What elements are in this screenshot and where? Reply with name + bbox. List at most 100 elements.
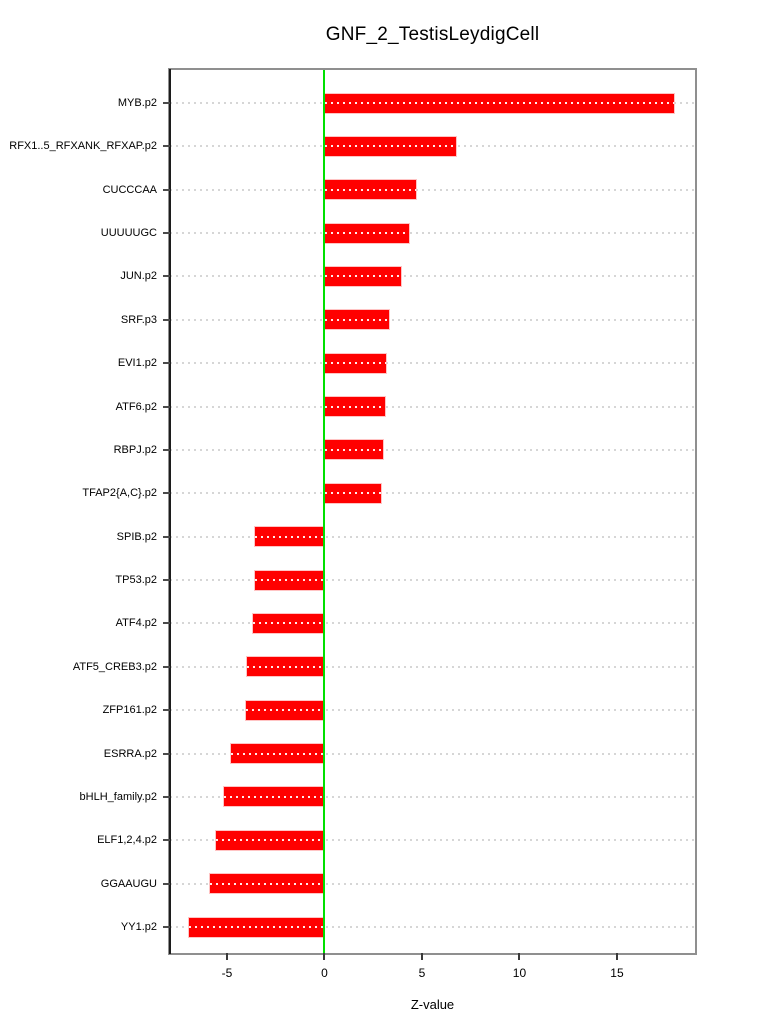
gridline <box>170 405 695 408</box>
y-tick <box>163 448 170 451</box>
y-axis-category-label: JUN.p2 <box>120 270 157 283</box>
bar-dotted-line <box>325 318 389 321</box>
bar-dotted-line <box>325 188 417 191</box>
gridline <box>170 882 695 885</box>
bar-dotted-line <box>325 102 675 104</box>
bar-dotted-line <box>325 405 385 408</box>
y-tick <box>163 795 170 798</box>
bar-dotted-line <box>216 839 324 842</box>
bar-dotted-line <box>325 362 386 365</box>
bar-dotted-line <box>188 926 324 929</box>
gridline <box>170 839 695 842</box>
y-axis-category-label: EVI1.p2 <box>117 357 157 370</box>
bar-dotted-line <box>246 709 324 712</box>
y-axis-category-label: CUCCCAA <box>102 183 157 196</box>
y-tick <box>163 926 170 929</box>
y-tick <box>163 232 170 235</box>
y-tick <box>163 405 170 408</box>
plot-panel-border <box>168 68 697 955</box>
bar-dotted-line <box>325 492 381 495</box>
bar <box>324 222 411 244</box>
bar-dotted-line <box>325 145 457 148</box>
gridline <box>170 188 695 191</box>
y-tick <box>163 839 170 842</box>
y-axis-category-label: YY1.p2 <box>120 921 157 934</box>
chart-title: GNF_2_TestisLeydigCell <box>325 24 540 45</box>
y-tick <box>163 882 170 885</box>
y-tick <box>163 752 170 755</box>
bar <box>324 352 387 374</box>
bar-dotted-line <box>210 882 324 885</box>
x-tick-label: 15 <box>610 966 624 980</box>
y-tick <box>163 102 170 104</box>
gridline <box>170 665 695 668</box>
bar-dotted-line <box>255 579 324 582</box>
x-tick <box>225 953 228 960</box>
bar <box>209 873 325 895</box>
y-axis-category-label: ZFP161.p2 <box>102 704 157 717</box>
y-axis-category-label: MYB.p2 <box>117 97 157 109</box>
y-tick <box>163 145 170 148</box>
gridline <box>170 275 695 278</box>
gridline <box>170 492 695 495</box>
y-tick <box>163 492 170 495</box>
y-axis-category-label: ATF5_CREB3.p2 <box>72 660 157 673</box>
y-axis-category-label: SPIB.p2 <box>116 530 157 543</box>
bar <box>246 656 325 678</box>
bar <box>324 135 458 157</box>
gridline <box>170 752 695 755</box>
x-axis-label: Z-value <box>410 997 455 1012</box>
y-axis-category-label: TP53.p2 <box>115 574 157 587</box>
gridline <box>170 535 695 538</box>
y-axis-category-label: ATF4.p2 <box>115 617 157 630</box>
y-axis-category-label: UUUUUGC <box>100 227 157 240</box>
x-tick <box>323 953 326 960</box>
gridline <box>170 709 695 712</box>
x-tick <box>615 953 618 960</box>
x-tick-label: 10 <box>512 966 527 980</box>
x-tick-label: 5 <box>418 966 426 980</box>
y-tick <box>163 535 170 538</box>
y-tick <box>163 709 170 712</box>
y-tick <box>163 579 170 582</box>
y-axis-category-label: RBPJ.p2 <box>113 443 157 456</box>
bar <box>324 482 382 504</box>
x-tick-label: -5 <box>221 966 233 980</box>
y-tick <box>163 188 170 191</box>
bar-dotted-line <box>255 535 324 538</box>
gridline <box>170 448 695 451</box>
y-axis-category-label: ATF6.p2 <box>115 400 157 413</box>
gridline <box>170 362 695 365</box>
gridline <box>170 318 695 321</box>
bar-dotted-line <box>230 752 324 755</box>
y-tick <box>163 362 170 365</box>
y-axis-category-label: RFX1..5_RFXANK_RFXAP.p2 <box>9 140 157 153</box>
bar-dotted-line <box>224 795 324 798</box>
gridline <box>170 232 695 235</box>
y-axis-category-label: TFAP2{A,C}.p2 <box>82 487 157 500</box>
x-tick <box>518 953 521 960</box>
bar-dotted-line <box>247 665 324 668</box>
y-tick <box>163 665 170 668</box>
gridline <box>170 795 695 798</box>
y-tick <box>163 622 170 625</box>
y-axis-category-label: GGAAUGU <box>100 877 157 890</box>
y-tick <box>163 318 170 321</box>
gridline <box>170 579 695 582</box>
y-axis-category-label: bHLH_family.p2 <box>79 790 157 803</box>
zero-line <box>323 70 326 953</box>
gridline <box>170 622 695 625</box>
y-axis-category-label: ESRRA.p2 <box>103 747 157 760</box>
x-tick <box>420 953 423 960</box>
y-axis-category-label: ELF1,2,4.p2 <box>97 834 157 847</box>
y-tick <box>163 275 170 278</box>
y-axis-line <box>169 69 171 954</box>
gridline <box>170 926 695 929</box>
bar-dotted-line <box>325 448 383 451</box>
bar <box>324 179 418 201</box>
y-axis-category-label: SRF.p3 <box>120 313 157 326</box>
bar-dotted-line <box>325 232 410 235</box>
bar-dotted-line <box>325 275 402 278</box>
x-tick-label: 0 <box>321 966 328 980</box>
